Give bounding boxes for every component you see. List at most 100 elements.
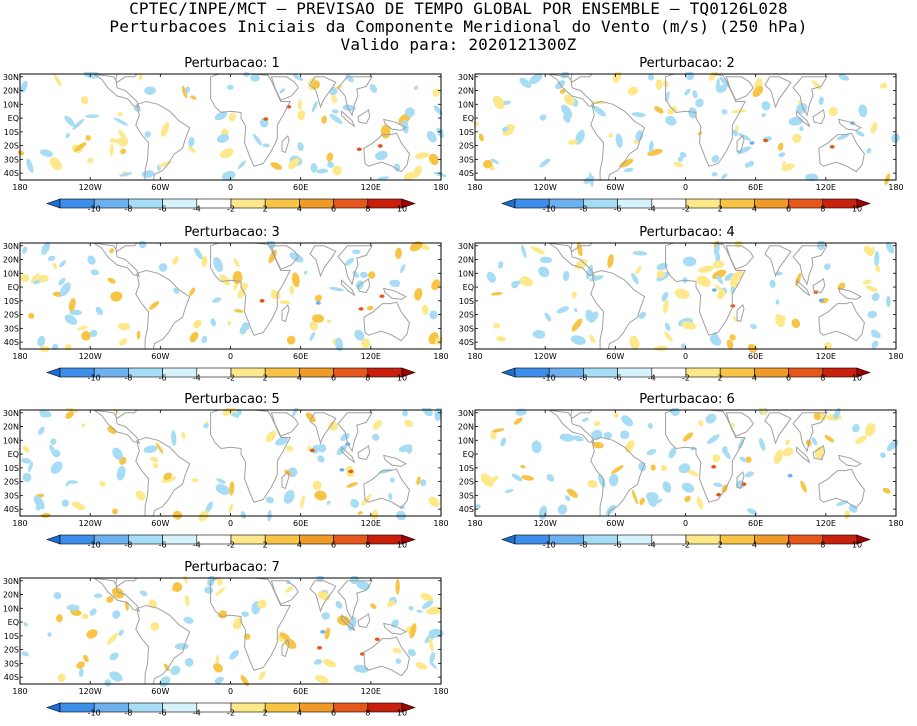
india-outline	[309, 76, 337, 109]
se-asia-outline	[792, 245, 828, 286]
perturbation-cell	[279, 632, 290, 640]
lat-label: 10N	[3, 100, 19, 109]
colorbar-tick-label: -4	[193, 540, 201, 549]
perturbation-cell	[66, 604, 80, 611]
colorbar-segment	[651, 198, 687, 209]
perturbation-cell	[188, 137, 195, 147]
perturbation-cell	[738, 438, 745, 450]
perturbation-cell	[114, 676, 119, 682]
perturbation-cell	[181, 431, 186, 439]
perturbation-cell	[711, 465, 717, 469]
lon-label: 180	[888, 183, 903, 192]
perturbation-cell	[107, 277, 116, 284]
perturbation-cell	[216, 133, 230, 143]
colorbar-segment	[264, 534, 300, 545]
perturbation-cell	[262, 143, 270, 148]
panel-title: Perturbacao: 7	[184, 560, 280, 575]
lat-label: 10N	[458, 269, 474, 278]
perturbation-cell	[21, 457, 32, 464]
perturbation-cell	[544, 312, 552, 322]
perturbation-cell	[270, 289, 277, 300]
colorbar-segment	[788, 367, 824, 378]
perturbation-cell	[695, 98, 704, 108]
perturbation-cell	[326, 500, 331, 505]
colorbar-tick-label: 8	[820, 373, 825, 382]
perturbation-cell	[210, 318, 216, 327]
perturbation-cell	[886, 439, 899, 451]
perturbation-cell	[352, 270, 359, 278]
perturbation-cell	[631, 112, 646, 117]
perturbation-cell	[855, 435, 867, 444]
lon-label: 180	[433, 352, 448, 361]
perturbation-cell	[598, 474, 606, 488]
perturbation-cell	[805, 173, 819, 182]
perturbation-cell	[799, 126, 804, 132]
lon-label: 60W	[606, 352, 624, 361]
perturbation-cell	[161, 476, 177, 484]
perturbation-cell	[81, 423, 86, 428]
colorbar-segment	[162, 702, 198, 713]
map-panel-1: Perturbacao: 1 30N 20N 10N EQ 10S 20S 30S 40S 18…	[2, 56, 462, 222]
map-panel-2: Perturbacao: 2 30N 20N 10N EQ 10S 20S 30S 40S 18…	[457, 56, 917, 222]
lon-label: 60E	[748, 352, 763, 361]
perturbation-cell	[52, 343, 58, 350]
sumatra-outline	[341, 279, 356, 297]
perturbation-cell	[219, 148, 234, 159]
perturbation-cell	[778, 152, 786, 158]
perturbation-cell	[215, 484, 230, 495]
perturbation-cell	[559, 433, 575, 442]
perturbation-cell	[422, 600, 434, 610]
lat-label: 10S	[4, 297, 19, 306]
perturbation-cell	[716, 492, 722, 497]
lon-label: 180	[12, 352, 27, 361]
perturbation-cell	[721, 173, 728, 180]
south-america-outline	[135, 436, 191, 517]
perturbation-cell	[113, 117, 128, 126]
lon-label: 120W	[79, 183, 102, 192]
perturbation-cell	[782, 447, 794, 457]
colorbar-tick-label: -2	[227, 204, 235, 213]
perturbation-cell	[416, 609, 423, 613]
perturbation-cell	[163, 472, 173, 480]
perturbation-cell	[240, 675, 249, 687]
new-guinea-outline	[837, 118, 862, 131]
perturbation-cell	[665, 115, 677, 126]
perturbation-cell	[20, 274, 30, 282]
perturbation-cell	[315, 301, 321, 305]
perturbation-cell	[412, 165, 422, 179]
perturbation-cell	[241, 611, 249, 617]
australia-outline	[818, 132, 865, 173]
perturbation-cell	[483, 159, 493, 169]
perturbation-cell	[836, 133, 850, 140]
lon-label: 60E	[748, 183, 763, 192]
perturbation-cell	[420, 479, 427, 487]
perturbation-cell	[817, 241, 826, 251]
perturbation-cell	[619, 158, 634, 168]
perturbation-cell	[85, 114, 100, 119]
perturbation-cell	[561, 104, 573, 119]
perturbation-cell	[279, 88, 286, 94]
colorbar-segment	[788, 198, 824, 209]
perturbation-cell	[745, 456, 752, 463]
colorbar-tick-label: 8	[365, 708, 370, 717]
lat-label: 20N	[458, 87, 474, 96]
colorbar-tick-label: 10	[852, 540, 862, 549]
perturbation-cell	[792, 133, 802, 143]
perturbation-cell	[22, 246, 28, 254]
perturbation-cell	[58, 277, 66, 286]
colorbar-segment	[196, 367, 232, 378]
perturbation-cell	[170, 665, 181, 676]
perturbation-cell	[270, 162, 283, 170]
perturbation-cell	[37, 335, 46, 347]
perturbation-cell	[328, 421, 338, 431]
perturbation-cell	[138, 241, 147, 249]
colorbar-segment	[401, 534, 416, 545]
colorbar-segment	[264, 367, 300, 378]
india-outline	[764, 245, 792, 278]
colorbar-segment	[196, 198, 232, 209]
perturbation-cell	[409, 241, 423, 252]
perturbation-cell	[67, 480, 79, 484]
perturbation-cell	[858, 104, 868, 118]
perturbation-cell	[215, 587, 226, 596]
perturbation-cell	[155, 442, 164, 454]
